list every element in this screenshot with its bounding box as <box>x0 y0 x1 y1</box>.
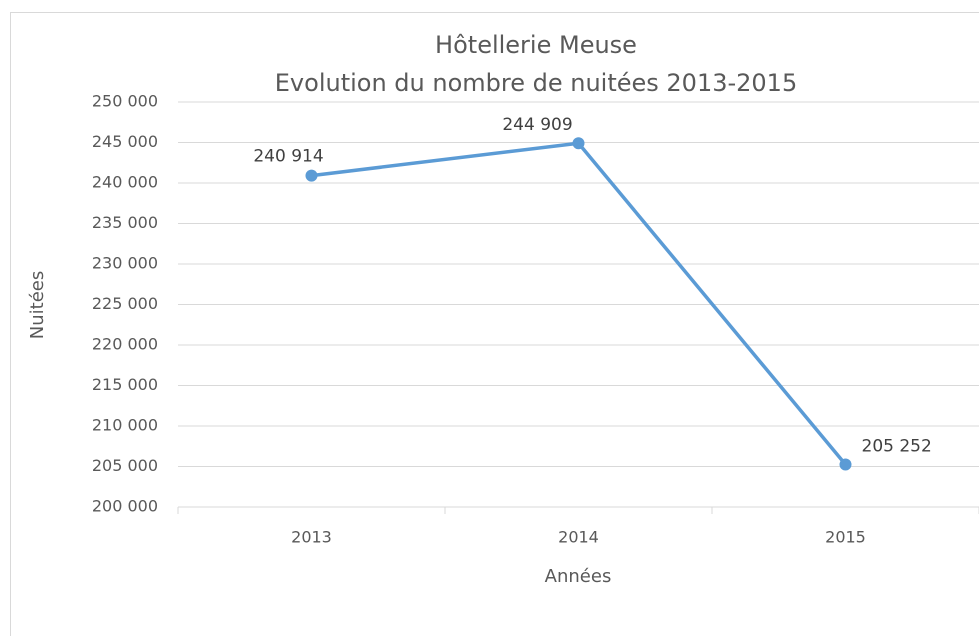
y-tick-label: 245 000 <box>92 132 158 151</box>
y-tick-label: 200 000 <box>92 497 158 516</box>
chart-subtitle: Evolution du nombre de nuitées 2013-2015 <box>275 69 797 97</box>
y-tick-label: 205 000 <box>92 456 158 475</box>
y-tick-label: 225 000 <box>92 294 158 313</box>
data-label: 244 909 <box>502 115 572 135</box>
y-tick-label: 215 000 <box>92 375 158 394</box>
y-tick-label: 210 000 <box>92 416 158 435</box>
data-point <box>839 458 852 471</box>
x-tick-label: 2013 <box>291 528 332 547</box>
y-tick-label: 250 000 <box>92 92 158 111</box>
data-label: 240 914 <box>253 147 323 167</box>
chart-title: Hôtellerie Meuse <box>435 31 637 59</box>
data-point <box>305 169 318 182</box>
y-tick-label: 240 000 <box>92 173 158 192</box>
y-tick-label: 220 000 <box>92 335 158 354</box>
x-tick-label: 2014 <box>558 528 599 547</box>
x-axis-title: Années <box>545 566 612 587</box>
y-axis-title: Nuitées <box>27 271 48 339</box>
data-label: 205 252 <box>862 436 932 456</box>
chart-frame <box>10 12 979 636</box>
y-tick-label: 230 000 <box>92 254 158 273</box>
x-tick-label: 2015 <box>825 528 866 547</box>
data-point <box>572 137 585 150</box>
y-tick-label: 235 000 <box>92 213 158 232</box>
